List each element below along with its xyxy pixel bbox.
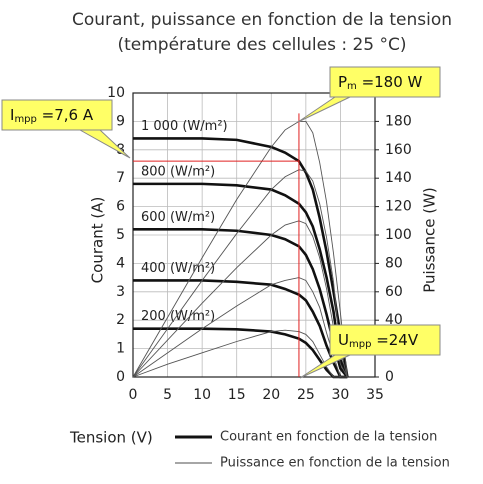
y2-tick-label: 0 <box>385 369 394 385</box>
curve-label: 1 000 (W/m²) <box>141 119 228 134</box>
x-tick-label: 0 <box>129 387 138 403</box>
callout-main: U <box>338 331 349 349</box>
chart-title: Courant, puissance en fonction de la ten… <box>72 10 452 30</box>
chart-subtitle: (température des cellules : 25 °C) <box>117 35 406 55</box>
y2-tick-label: 40 <box>385 312 403 328</box>
y-tick-label: 1 <box>116 341 125 357</box>
power-curve <box>132 220 348 378</box>
callout-sub: m <box>347 81 357 92</box>
power-curve <box>132 329 348 378</box>
power-curve <box>132 277 348 378</box>
y-tick-label: 4 <box>116 255 125 271</box>
callout-text: Impp =7,6 A <box>10 106 94 126</box>
y-tick-label: 6 <box>116 199 125 215</box>
y-axis-title: Courant (A) <box>89 197 107 284</box>
x-tick-label: 5 <box>163 387 172 403</box>
callout-main: P <box>338 73 347 91</box>
curve-label: 400 (W/m²) <box>141 261 215 276</box>
y2-tick-label: 160 <box>385 142 412 158</box>
y-tick-label: 10 <box>107 85 125 101</box>
current-curve <box>133 182 349 378</box>
x-tick-label: 35 <box>366 387 384 403</box>
callout-sub: mpp <box>14 114 36 125</box>
plot-frame <box>132 92 376 378</box>
y2-tick-label: 140 <box>385 170 412 186</box>
callout-rest: =180 W <box>357 73 423 91</box>
callout-main: I <box>10 106 14 124</box>
y2-axis-title: Puissance (W) <box>421 187 439 293</box>
x-tick-label: 10 <box>193 387 211 403</box>
y-tick-label: 2 <box>116 312 125 328</box>
x-tick-label: 20 <box>262 387 280 403</box>
y2-tick-label: 80 <box>385 255 403 271</box>
curve-label: 600 (W/m²) <box>141 210 215 225</box>
callout-box <box>299 324 441 379</box>
callout-box <box>1 99 131 159</box>
y-tick-label: 3 <box>116 284 125 300</box>
y2-tick-label: 60 <box>385 284 403 300</box>
legend-label: Puissance en fonction de la tension <box>220 456 450 471</box>
x-tick-label: 30 <box>332 387 350 403</box>
curve-label: 200 (W/m²) <box>141 309 215 324</box>
callout-rest: =24V <box>371 331 418 349</box>
y-tick-label: 0 <box>116 369 125 385</box>
callout-sub: mpp <box>349 339 371 350</box>
x-tick-label: 25 <box>297 387 315 403</box>
y-tick-label: 9 <box>116 113 125 129</box>
y2-tick-label: 100 <box>385 227 412 243</box>
y2-tick-label: 180 <box>385 113 412 129</box>
power-curve <box>132 169 348 378</box>
power-curve <box>132 120 348 378</box>
callout-text: Pm =180 W <box>338 73 423 93</box>
current-curve <box>133 137 349 378</box>
y-tick-label: 5 <box>116 227 125 243</box>
legend-label: Courant en fonction de la tension <box>220 430 437 445</box>
curve-label: 800 (W/m²) <box>141 164 215 179</box>
callout-text: Umpp =24V <box>338 331 419 351</box>
x-tick-label: 15 <box>228 387 246 403</box>
callout-rest: =7,6 A <box>37 106 94 124</box>
x-axis-title: Tension (V) <box>69 429 153 447</box>
y2-tick-label: 120 <box>385 199 412 215</box>
y-tick-label: 7 <box>116 170 125 186</box>
callout-box <box>297 66 441 123</box>
